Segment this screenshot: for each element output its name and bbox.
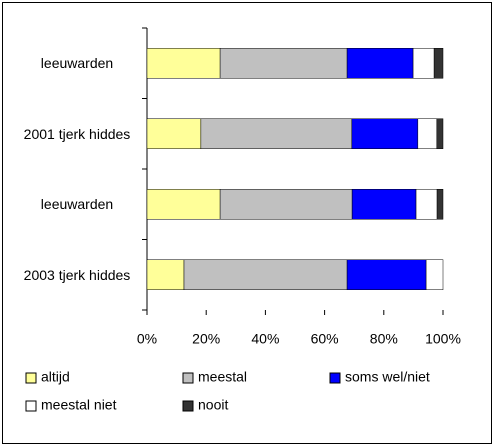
x-tick-label: 0% [137, 331, 157, 347]
bar-segment [146, 189, 221, 220]
legend-label: meestal [198, 369, 247, 385]
bar-segment [146, 259, 185, 290]
legend-swatch [182, 372, 194, 384]
legend-label: soms wel/niet [345, 369, 430, 385]
legend-swatch [329, 372, 341, 384]
bar-segment [417, 118, 438, 149]
y-tick-label: leeuwarden [40, 55, 114, 72]
y-tick-label: 2001 tjerk hiddes [23, 125, 131, 142]
bar-segment [346, 259, 427, 290]
bar-segment [351, 189, 417, 220]
bar-segment [219, 189, 353, 220]
legend-label: meestal niet [41, 397, 117, 413]
x-tick-label: 40% [251, 331, 279, 347]
x-tick-label: 20% [192, 331, 220, 347]
bar-segment [146, 118, 202, 149]
x-tick-label: 100% [425, 331, 461, 347]
bar-segment [183, 259, 348, 290]
bar-segment [146, 48, 221, 79]
legend-swatch [182, 400, 194, 412]
y-tick-label: leeuwarden [40, 196, 114, 213]
x-tick-label: 80% [370, 331, 398, 347]
bar-segment [415, 189, 438, 220]
bar-segment [425, 259, 444, 290]
bar-segment [412, 48, 435, 79]
legend-label: nooit [198, 397, 228, 413]
bar-segment [346, 48, 414, 79]
legend-swatch [25, 372, 37, 384]
bar-segment [436, 118, 444, 149]
y-tick-label: 2003 tjerk hiddes [23, 266, 131, 283]
bar-segment [433, 48, 444, 79]
bar-segment [219, 48, 348, 79]
legend-swatch [25, 400, 37, 412]
bar-segment [200, 118, 353, 149]
bar-segment [351, 118, 419, 149]
legend-label: altijd [41, 369, 70, 385]
bar-segment [436, 189, 444, 220]
x-tick-label: 60% [311, 331, 339, 347]
